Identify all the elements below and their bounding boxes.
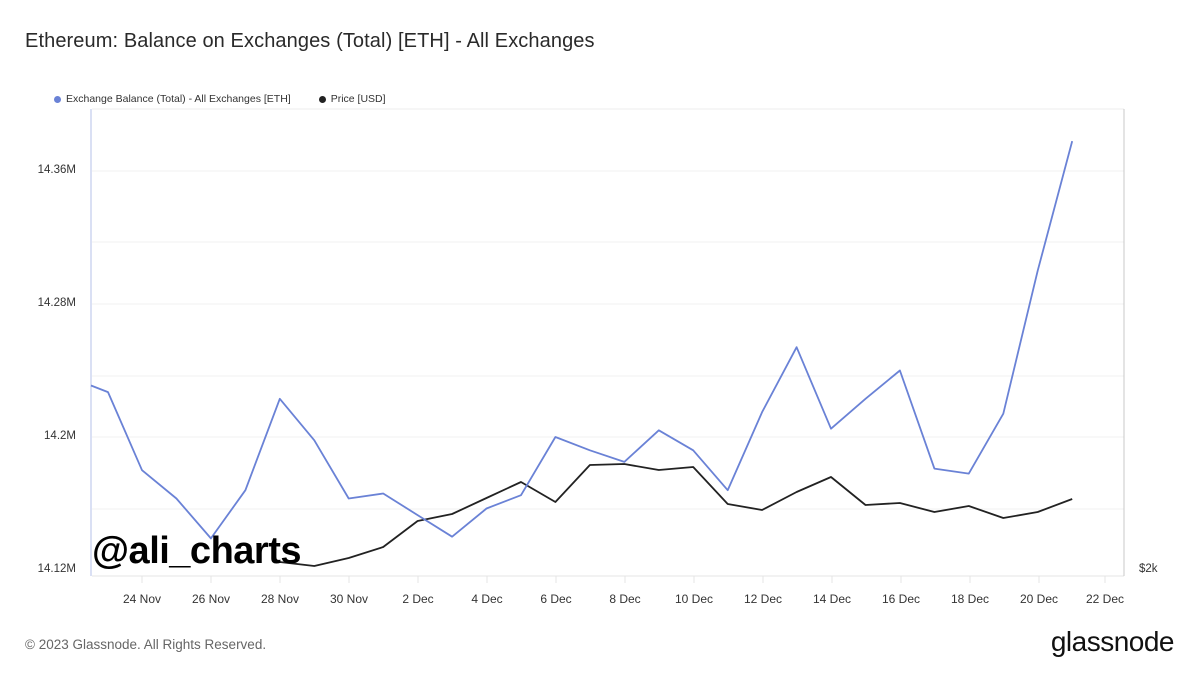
x-tick: 8 Dec — [609, 592, 641, 606]
chart-title: Ethereum: Balance on Exchanges (Total) [… — [25, 30, 595, 52]
balance-line — [90, 140, 1074, 540]
y-tick-right: $2k — [1139, 563, 1158, 575]
x-tick: 22 Dec — [1085, 592, 1125, 606]
price-line — [279, 463, 1073, 567]
y-tick-left: 14.36M — [37, 164, 76, 176]
legend-label-balance: Exchange Balance (Total) - All Exchanges… — [66, 93, 291, 105]
x-tick: 16 Dec — [881, 592, 921, 606]
y-tick-left: 14.28M — [37, 297, 76, 309]
x-tick: 24 Nov — [122, 592, 162, 606]
x-tick: 10 Dec — [674, 592, 714, 606]
x-ticks — [141, 576, 1106, 583]
x-tick: 12 Dec — [743, 592, 783, 606]
copyright-text: © 2023 Glassnode. All Rights Reserved. — [25, 637, 267, 652]
x-tick: 2 Dec — [402, 592, 434, 606]
chart-legend: Exchange Balance (Total) - All Exchanges… — [54, 93, 386, 105]
glassnode-logo: glassnode — [1050, 626, 1175, 657]
legend-dot-balance-icon — [54, 95, 61, 103]
x-tick: 6 Dec — [540, 592, 572, 606]
x-tick: 26 Nov — [191, 592, 231, 606]
watermark: @ali_charts — [92, 530, 302, 572]
legend-label-price: Price [USD] — [330, 93, 386, 105]
y-tick-left: 14.2M — [44, 430, 76, 442]
x-tick: 18 Dec — [950, 592, 990, 606]
x-tick: 14 Dec — [812, 592, 852, 606]
x-tick: 28 Nov — [260, 592, 300, 606]
y-tick-left: 14.12M — [37, 563, 76, 575]
legend-dot-price-icon — [318, 95, 326, 103]
gridlines — [92, 170, 1124, 510]
legend-item-balance[interactable]: Exchange Balance (Total) - All Exchanges… — [54, 93, 291, 105]
x-tick: 4 Dec — [471, 592, 503, 606]
x-tick: 20 Dec — [1019, 592, 1059, 606]
legend-item-price[interactable]: Price [USD] — [318, 93, 386, 105]
x-tick: 30 Nov — [329, 592, 369, 606]
